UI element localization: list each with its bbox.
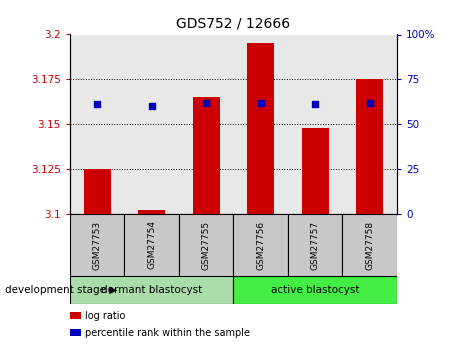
- Bar: [302, 128, 329, 214]
- Bar: [179, 214, 234, 276]
- Point: [148, 104, 155, 109]
- Bar: [70, 276, 234, 304]
- Point: [366, 100, 373, 106]
- Text: GSM27754: GSM27754: [147, 220, 156, 269]
- Text: log ratio: log ratio: [85, 311, 125, 321]
- Bar: [342, 214, 397, 276]
- Text: percentile rank within the sample: percentile rank within the sample: [85, 328, 250, 338]
- Text: GSM27756: GSM27756: [256, 220, 265, 269]
- Bar: [70, 329, 81, 336]
- Text: GSM27758: GSM27758: [365, 220, 374, 269]
- Bar: [83, 169, 111, 214]
- Bar: [70, 312, 81, 319]
- Text: development stage ▶: development stage ▶: [5, 285, 117, 295]
- Bar: [138, 210, 165, 214]
- Bar: [124, 214, 179, 276]
- Bar: [234, 214, 288, 276]
- Bar: [234, 276, 397, 304]
- Bar: [193, 97, 220, 214]
- Point: [312, 102, 319, 107]
- Bar: [247, 43, 274, 214]
- Text: GSM27755: GSM27755: [202, 220, 211, 269]
- Bar: [288, 214, 342, 276]
- Text: GSM27753: GSM27753: [92, 220, 101, 269]
- Bar: [70, 214, 124, 276]
- Title: GDS752 / 12666: GDS752 / 12666: [176, 17, 290, 31]
- Point: [93, 102, 101, 107]
- Point: [257, 100, 264, 106]
- Text: dormant blastocyst: dormant blastocyst: [101, 285, 202, 295]
- Text: GSM27757: GSM27757: [311, 220, 320, 269]
- Bar: [356, 79, 383, 214]
- Point: [202, 100, 210, 106]
- Text: active blastocyst: active blastocyst: [271, 285, 359, 295]
